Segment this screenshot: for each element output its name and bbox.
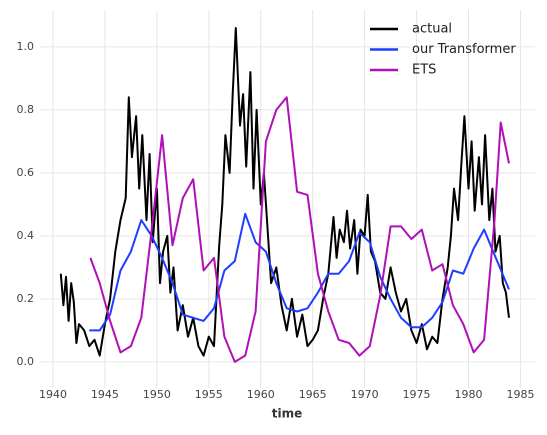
y-tick-label: 1.0 [17,40,35,53]
x-tick-label: 1985 [506,388,534,401]
x-tick-label: 1980 [455,388,483,401]
x-axis-label: time [272,407,303,421]
y-tick-label: 0.6 [17,166,35,179]
y-tick-label: 0.2 [17,292,35,305]
y-tick-label: 0.8 [17,103,35,116]
series-line [89,212,510,332]
x-tick-label: 1970 [351,388,379,401]
x-tick-label: 1960 [247,388,275,401]
x-tick-label: 1940 [39,388,67,401]
legend-label: actual [412,22,452,37]
legend-label: ETS [412,63,436,78]
y-tick-label: 0.0 [17,355,35,368]
y-tick-label: 0.4 [17,229,35,242]
x-tick-label: 1965 [299,388,327,401]
x-tick-label: 1975 [403,388,431,401]
x-tick-label: 1950 [143,388,171,401]
x-tick-label: 1945 [91,388,119,401]
x-tick-label: 1955 [195,388,223,401]
series-line [89,96,510,363]
legend-label: our Transformer [412,42,516,57]
